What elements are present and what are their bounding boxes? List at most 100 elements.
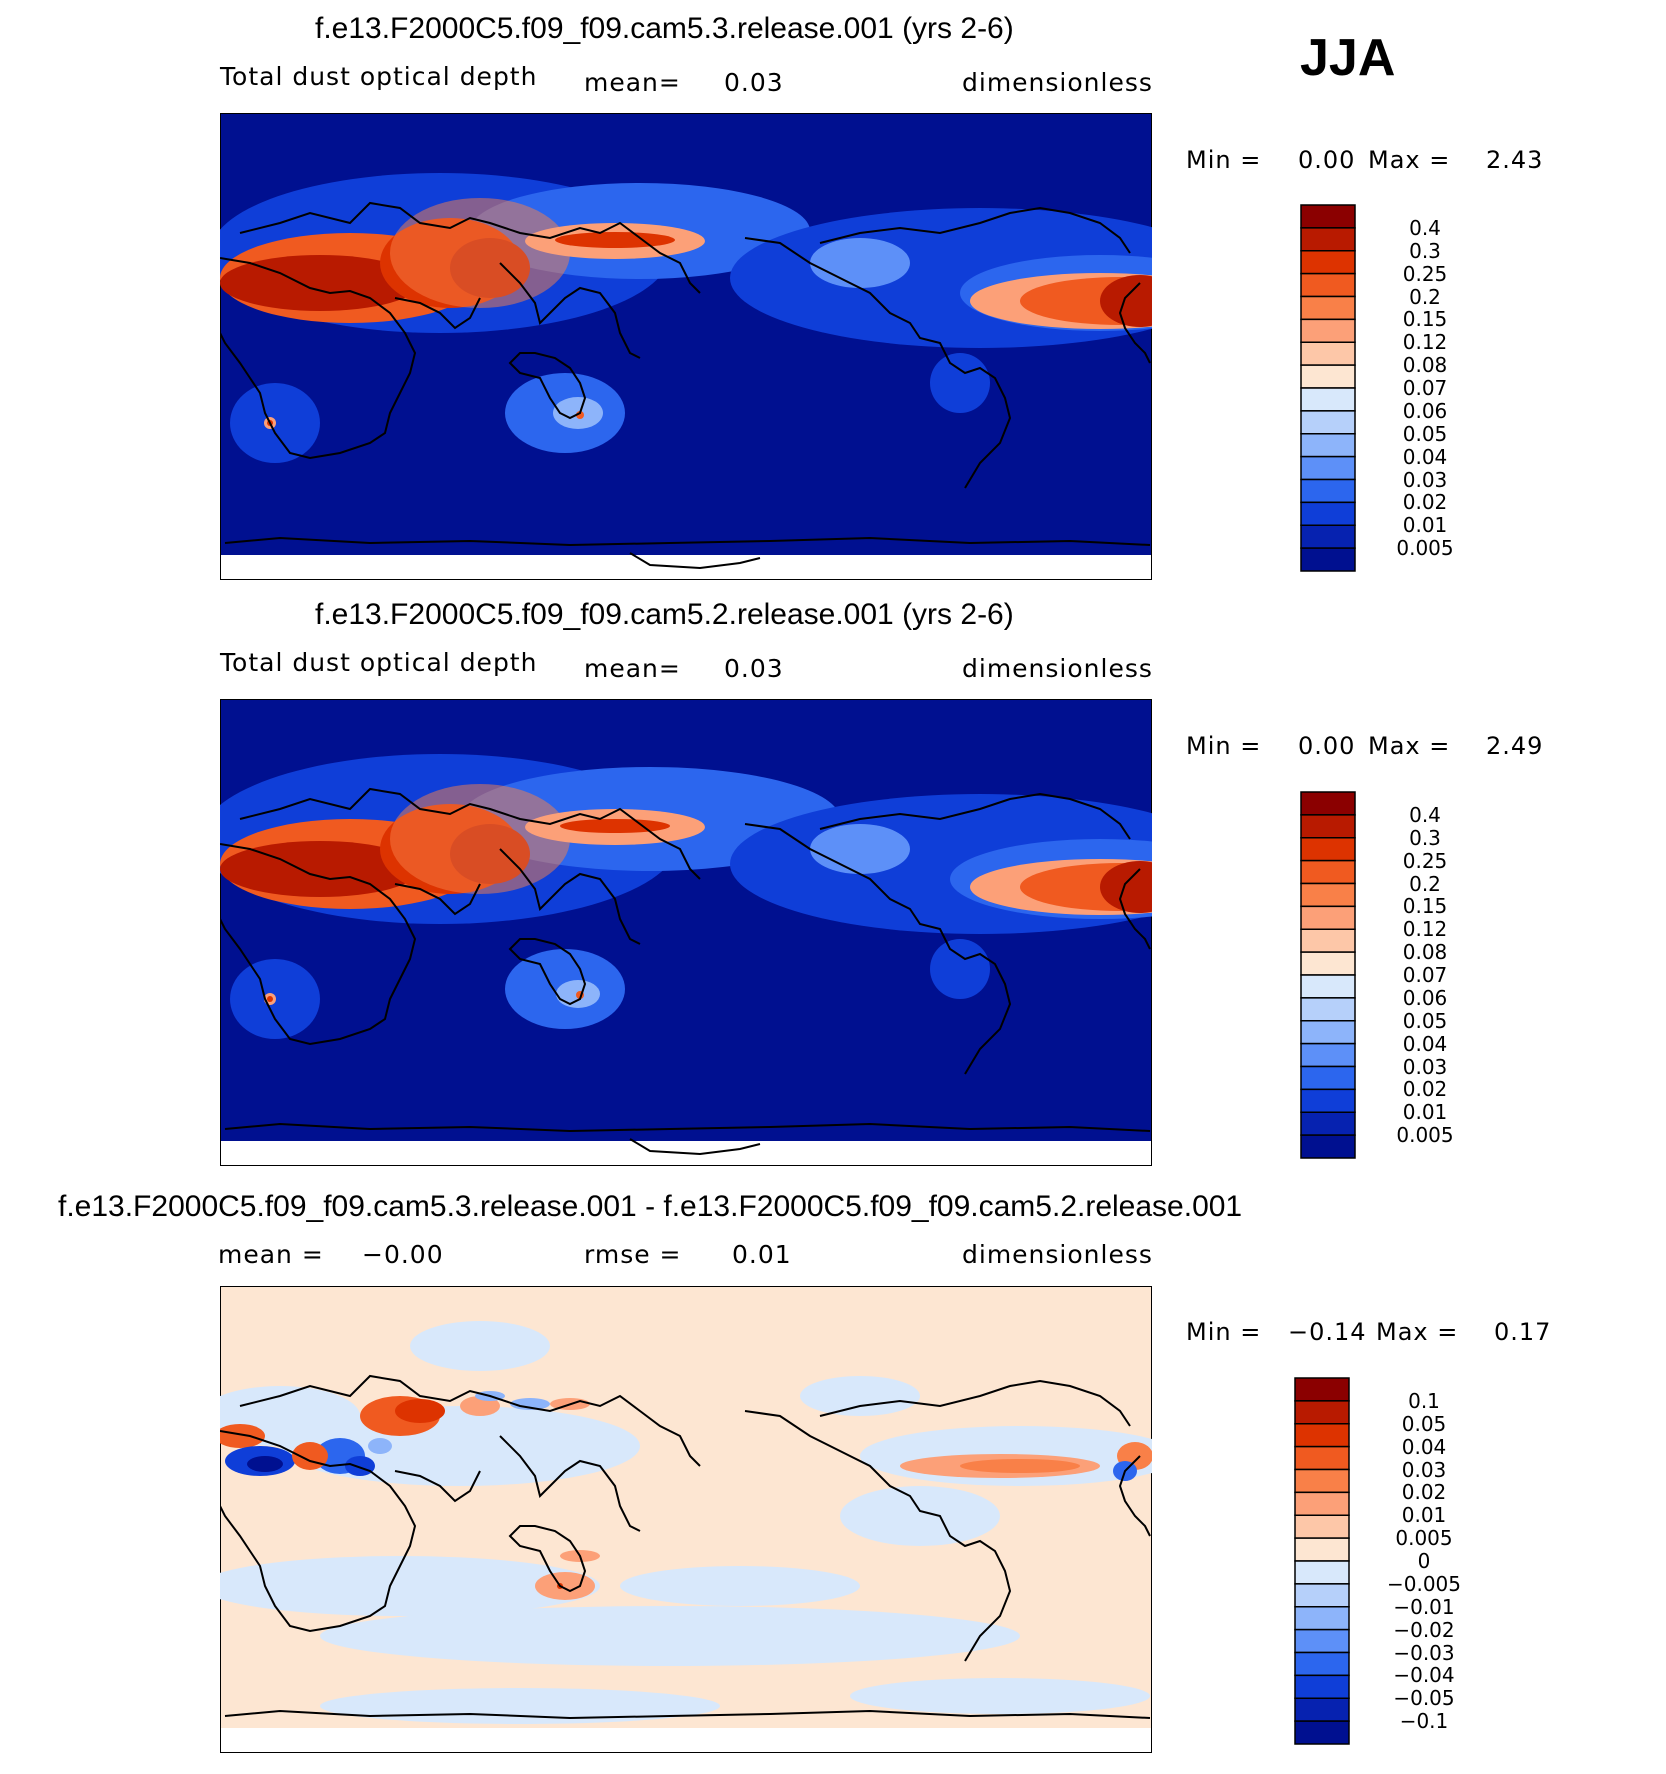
panel1-max-label: Max = (1368, 146, 1451, 174)
panel1-units: dimensionless (962, 68, 1153, 97)
colorbar-tick-label: −0.02 (1393, 1617, 1455, 1642)
colorbar-swatch (1294, 1606, 1350, 1631)
colorbar-swatch (1300, 882, 1356, 908)
panel1-mean-label: mean= (584, 68, 681, 97)
panel1-coastlines (220, 201, 1151, 570)
colorbar-swatch (1300, 1042, 1356, 1068)
colorbar-tick-label: 0.07 (1402, 376, 1448, 400)
panel3-mean-value: −0.00 (362, 1240, 444, 1269)
panel2-colorbar (1300, 791, 1356, 1159)
colorbar-tick-label: 0.01 (1402, 1100, 1448, 1125)
panel1-map (220, 113, 1152, 580)
colorbar-tick-label: −0.04 (1393, 1663, 1455, 1688)
panel2-max-value: 2.49 (1486, 732, 1544, 760)
colorbar-swatch (1300, 859, 1356, 885)
panel2-variable-label: Total dust optical depth (220, 648, 538, 677)
colorbar-swatch (1294, 1674, 1350, 1699)
colorbar-swatch (1300, 250, 1356, 275)
colorbar-tick-label: 0.01 (1402, 513, 1448, 538)
colorbar-swatch (1300, 387, 1356, 412)
panel3-max-value: 0.17 (1494, 1318, 1552, 1346)
colorbar-swatch (1300, 455, 1356, 481)
panel3-max-label: Max = (1376, 1318, 1459, 1346)
colorbar-swatch (1294, 1445, 1350, 1471)
colorbar-swatch (1294, 1560, 1350, 1585)
panel3-min-label: Min = (1186, 1318, 1262, 1346)
colorbar-tick-label: 0.4 (1409, 215, 1441, 240)
colorbar-tick-label: 0 (1417, 1549, 1431, 1573)
colorbar-swatch (1300, 227, 1356, 252)
colorbar-tick-label: 0.06 (1402, 398, 1448, 423)
colorbar-swatch (1300, 1088, 1356, 1113)
colorbar-tick-label: 0.07 (1402, 963, 1448, 987)
colorbar-tick-label: 0.03 (1402, 467, 1448, 492)
panel1-colorbar-labels: 0.4 0.3 0.25 0.2 0.15 0.12 0.08 0.07 0.06 0.05 0.0… (1370, 204, 1480, 572)
panel3-colorbar (1294, 1377, 1350, 1745)
season-label: JJA (1300, 29, 1396, 87)
colorbar-tick-label: 0.25 (1402, 261, 1448, 286)
panel3-units: dimensionless (962, 1240, 1153, 1269)
colorbar-swatch (1300, 272, 1356, 298)
panel1-title: f.e13.F2000C5.f09_f09.cam5.3.release.001… (315, 12, 1014, 45)
colorbar-tick-label: −0.05 (1393, 1686, 1455, 1711)
colorbar-swatch (1294, 1400, 1350, 1425)
colorbar-tick-label: 0.4 (1409, 802, 1441, 827)
colorbar-swatch (1300, 928, 1356, 953)
colorbar-tick-label: 0.01 (1401, 1503, 1447, 1528)
colorbar-swatch (1300, 1065, 1356, 1091)
colorbar-swatch (1300, 524, 1356, 549)
panel1-colorbar (1300, 204, 1356, 572)
panel3-coastlines (220, 1374, 1151, 1720)
colorbar-swatch (1300, 410, 1356, 435)
panel3-diff-field (220, 1321, 1152, 1724)
panel3-title: f.e13.F2000C5.f09_f09.cam5.3.release.001… (58, 1190, 1243, 1223)
colorbar-tick-label: 0.1 (1408, 1388, 1440, 1413)
colorbar-tick-label: 0.02 (1402, 1077, 1448, 1102)
panel2-colorbar-labels: 0.4 0.3 0.25 0.2 0.15 0.12 0.08 0.07 0.06 0.05 0.0… (1370, 791, 1480, 1159)
colorbar-swatch (1294, 1377, 1350, 1402)
panel2-map (220, 699, 1152, 1166)
colorbar-tick-label: 0.12 (1402, 917, 1448, 942)
panel2-dust-field (220, 754, 1152, 1039)
colorbar-swatch (1300, 433, 1356, 458)
colorbar-tick-label: 0.03 (1402, 1054, 1448, 1079)
colorbar-swatch (1300, 364, 1356, 389)
panel2-title: f.e13.F2000C5.f09_f09.cam5.2.release.001… (315, 598, 1014, 631)
colorbar-tick-label: 0.02 (1402, 490, 1448, 515)
colorbar-swatch (1294, 1491, 1350, 1516)
colorbar-tick-label: 0.04 (1402, 444, 1448, 469)
colorbar-tick-label: 0.08 (1402, 940, 1448, 965)
colorbar-tick-label: 0.04 (1402, 1031, 1448, 1056)
panel1-variable-label: Total dust optical depth (220, 62, 538, 91)
panel3-rmse-label: rmse = (584, 1240, 682, 1269)
colorbar-tick-label: 0.06 (1402, 985, 1448, 1010)
panel2-min-label: Min = (1186, 732, 1262, 760)
colorbar-swatch (1300, 974, 1356, 999)
colorbar-tick-label: 0.3 (1409, 238, 1441, 263)
colorbar-tick-label: 0.005 (1395, 1526, 1453, 1551)
panel2-coastlines (220, 787, 1151, 1156)
colorbar-tick-label: −0.005 (1386, 1571, 1461, 1596)
colorbar-tick-label: 0.05 (1402, 421, 1448, 446)
colorbar-swatch (1300, 547, 1356, 572)
colorbar-swatch (1300, 997, 1356, 1022)
colorbar-tick-label: 0.04 (1401, 1434, 1447, 1459)
colorbar-tick-label: −0.1 (1399, 1709, 1449, 1734)
colorbar-tick-label: 0.15 (1402, 307, 1448, 332)
colorbar-swatch (1294, 1720, 1350, 1745)
colorbar-tick-label: 0.005 (1396, 1123, 1454, 1148)
colorbar-swatch (1294, 1583, 1350, 1608)
colorbar-swatch (1294, 1468, 1350, 1494)
colorbar-tick-label: −0.01 (1393, 1594, 1455, 1619)
colorbar-tick-label: 0.12 (1402, 330, 1448, 355)
colorbar-tick-label: 0.005 (1396, 536, 1454, 561)
colorbar-tick-label: 0.3 (1409, 825, 1441, 850)
colorbar-swatch (1294, 1514, 1350, 1539)
colorbar-tick-label: 0.08 (1402, 353, 1448, 378)
colorbar-tick-label: −0.03 (1393, 1640, 1455, 1665)
panel3-mean-label: mean = (218, 1240, 324, 1269)
colorbar-tick-label: 0.05 (1402, 1008, 1448, 1033)
colorbar-swatch (1294, 1697, 1350, 1722)
colorbar-tick-label: 0.05 (1401, 1411, 1447, 1436)
colorbar-swatch (1300, 501, 1356, 526)
